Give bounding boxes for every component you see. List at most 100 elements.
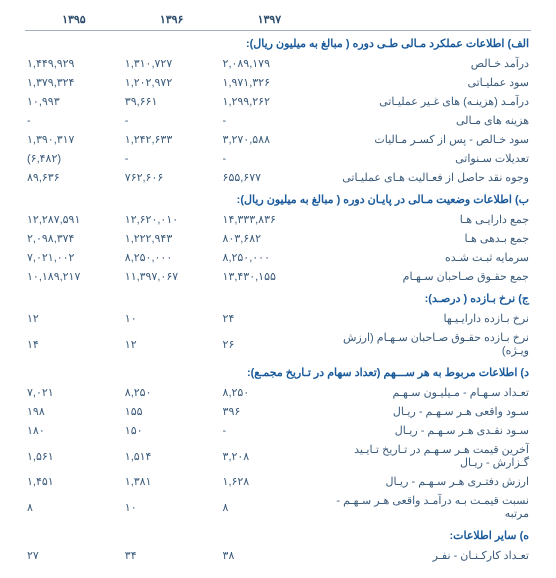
- cell-value: ۷,۰۲۱: [25, 383, 123, 402]
- table-row: تعدیلات سـنواتی--(۶,۴۸۲): [25, 149, 531, 168]
- row-label: درآمد خـالص: [318, 54, 531, 73]
- cell-value: ۱,۲۹۹,۲۶۲: [221, 92, 319, 111]
- cell-value: ۱۳,۴۳۰,۱۵۵: [221, 267, 319, 286]
- row-label: وجوه نقد حاصل از فعـالیت هـای عملیـاتی: [318, 168, 531, 187]
- cell-value: ۱,۵۶۱: [25, 440, 123, 472]
- table-row: سـود نقـدی هـر سـهـم - ریـال-۱۵۰۱۸۰: [25, 421, 531, 440]
- cell-value: -: [221, 421, 319, 440]
- section-title: ه) سایر اطلاعات:: [25, 523, 531, 546]
- cell-value: ۳۹,۶۶۱: [123, 92, 221, 111]
- cell-value: ۱,۳۹۰,۳۱۷: [25, 130, 123, 149]
- cell-value: ۱,۲۴۲,۶۳۳: [123, 130, 221, 149]
- cell-value: ۳,۲۷۰,۵۸۸: [221, 130, 319, 149]
- cell-value: ۱۰,۹۹۳: [25, 92, 123, 111]
- financial-table: ۱۳۹۷ ۱۳۹۶ ۱۳۹۵ الف) اطلاعات عملکرد مـالی…: [25, 10, 531, 565]
- table-row: آخرین قیمت هـر سـهـم در تـاریخ تـایـید گ…: [25, 440, 531, 472]
- cell-value: ۱۸۰: [25, 421, 123, 440]
- section-header: د) اطلاعات مربوط به هر ســـهم (تعداد سها…: [25, 360, 531, 383]
- cell-value: ۸: [221, 491, 319, 523]
- row-label: نرخ بـازده دارایـیـها: [318, 309, 531, 328]
- table-row: تعـداد سـهـام - مـیلیـون سـهـم۸,۲۵۰۸,۲۵۰…: [25, 383, 531, 402]
- cell-value: ۱۱,۳۹۷,۰۶۷: [123, 267, 221, 286]
- cell-value: ۸,۲۵۰: [123, 383, 221, 402]
- row-label: نرخ بـازده حقـوق صـاحبان سـهـام (ارزش وی…: [318, 328, 531, 360]
- cell-value: -: [221, 149, 319, 168]
- cell-value: ۱,۲۲۲,۹۴۳: [123, 229, 221, 248]
- table-row: درآمد خـالص۲,۰۸۹,۱۷۹۱,۳۱۰,۷۲۷۱,۴۴۹,۹۲۹: [25, 54, 531, 73]
- cell-value: ۱,۳۷۹,۳۲۴: [25, 73, 123, 92]
- cell-value: ۳۴: [123, 546, 221, 565]
- cell-value: ۱۰,۱۸۹,۲۱۷: [25, 267, 123, 286]
- header-label-blank: [318, 10, 531, 31]
- row-label: ارزش دفتـری هـر سـهـم - ریـال: [318, 472, 531, 491]
- cell-value: ۲,۰۹۸,۳۷۴: [25, 229, 123, 248]
- cell-value: ۱۵۵: [123, 402, 221, 421]
- table-row: وجوه نقد حاصل از فعـالیت هـای عملیـاتی۶۵…: [25, 168, 531, 187]
- table-row: نرخ بـازده دارایـیـها۲۴۱۰۱۲: [25, 309, 531, 328]
- header-1395: ۱۳۹۵: [25, 10, 123, 31]
- table-row: سود عملیـاتی۱,۹۷۱,۳۲۶۱,۲۰۲,۹۷۲۱,۳۷۹,۳۲۴: [25, 73, 531, 92]
- row-label: جمع دارایـی هـا: [318, 210, 531, 229]
- cell-value: ۱,۴۴۹,۹۲۹: [25, 54, 123, 73]
- cell-value: ۸۰۳,۶۸۲: [221, 229, 319, 248]
- section-title: ج) نرخ بـازده ( درصـد):: [25, 286, 531, 309]
- cell-value: ۸,۲۵۰,۰۰۰: [221, 248, 319, 267]
- cell-value: (۶,۴۸۲): [25, 149, 123, 168]
- cell-value: ۱۹۸: [25, 402, 123, 421]
- table-row: تعـداد کارکـنـان - نفـر۳۸۳۴۲۷: [25, 546, 531, 565]
- cell-value: ۱۲,۶۲۰,۰۱۰: [123, 210, 221, 229]
- cell-value: ۱۴,۳۳۳,۸۳۶: [221, 210, 319, 229]
- table-row: سـود واقعی هـر سـهـم - ریـال۳۹۶۱۵۵۱۹۸: [25, 402, 531, 421]
- header-row: ۱۳۹۷ ۱۳۹۶ ۱۳۹۵: [25, 10, 531, 31]
- section-title: ب) اطلاعات وضعیت مـالی در پایـان دوره ( …: [25, 187, 531, 210]
- cell-value: ۱۲: [25, 309, 123, 328]
- cell-value: ۷۶۲,۶۰۶: [123, 168, 221, 187]
- cell-value: ۱۰: [123, 491, 221, 523]
- table-row: جمع بـدهی هـا۸۰۳,۶۸۲۱,۲۲۲,۹۴۳۲,۰۹۸,۳۷۴: [25, 229, 531, 248]
- row-label: جمع حقـوق صـاحبان سـهـام: [318, 267, 531, 286]
- row-label: تعـداد سـهـام - مـیلیـون سـهـم: [318, 383, 531, 402]
- cell-value: ۱,۴۵۱: [25, 472, 123, 491]
- section-header: ب) اطلاعات وضعیت مـالی در پایـان دوره ( …: [25, 187, 531, 210]
- cell-value: -: [221, 111, 319, 130]
- cell-value: ۱,۲۰۲,۹۷۲: [123, 73, 221, 92]
- row-label: تعـداد کارکـنـان - نفـر: [318, 546, 531, 565]
- row-label: سود عملیـاتی: [318, 73, 531, 92]
- row-label: سـود نقـدی هـر سـهـم - ریـال: [318, 421, 531, 440]
- header-1397: ۱۳۹۷: [221, 10, 319, 31]
- table-row: نرخ بـازده حقـوق صـاحبان سـهـام (ارزش وی…: [25, 328, 531, 360]
- cell-value: ۳,۲۰۸: [221, 440, 319, 472]
- table-row: جمع دارایـی هـا۱۴,۳۳۳,۸۳۶۱۲,۶۲۰,۰۱۰۱۲,۲۸…: [25, 210, 531, 229]
- cell-value: ۲۶: [221, 328, 319, 360]
- cell-value: ۱,۳۸۱: [123, 472, 221, 491]
- row-label: تعدیلات سـنواتی: [318, 149, 531, 168]
- row-label: درآمـد (هزینـه) های غـیر عملیـاتی: [318, 92, 531, 111]
- cell-value: ۱۴: [25, 328, 123, 360]
- cell-value: ۲۴: [221, 309, 319, 328]
- cell-value: -: [123, 111, 221, 130]
- cell-value: ۲۷: [25, 546, 123, 565]
- row-label: جمع بـدهی هـا: [318, 229, 531, 248]
- cell-value: ۸۹,۶۳۶: [25, 168, 123, 187]
- row-label: سـود واقعی هـر سـهـم - ریـال: [318, 402, 531, 421]
- cell-value: ۶۵۵,۶۷۷: [221, 168, 319, 187]
- cell-value: ۱۲,۲۸۷,۵۹۱: [25, 210, 123, 229]
- header-1396: ۱۳۹۶: [123, 10, 221, 31]
- table-row: جمع حقـوق صـاحبان سـهـام۱۳,۴۳۰,۱۵۵۱۱,۳۹۷…: [25, 267, 531, 286]
- cell-value: ۸,۲۵۰: [221, 383, 319, 402]
- cell-value: ۲,۰۸۹,۱۷۹: [221, 54, 319, 73]
- cell-value: ۱۰: [123, 309, 221, 328]
- cell-value: ۸,۲۵۰,۰۰۰: [123, 248, 221, 267]
- cell-value: -: [25, 111, 123, 130]
- table-row: درآمـد (هزینـه) های غـیر عملیـاتی۱,۲۹۹,۲…: [25, 92, 531, 111]
- cell-value: ۱,۹۷۱,۳۲۶: [221, 73, 319, 92]
- cell-value: ۳۸: [221, 546, 319, 565]
- table-row: نسبت قیمـت بـه درآمـد واقعی هـر سـهـم - …: [25, 491, 531, 523]
- cell-value: ۸: [25, 491, 123, 523]
- section-title: الف) اطلاعات عملکرد مـالی طـی دوره ( مبا…: [25, 31, 531, 55]
- section-header: ه) سایر اطلاعات:: [25, 523, 531, 546]
- row-label: آخرین قیمت هـر سـهـم در تـاریخ تـایـید گ…: [318, 440, 531, 472]
- row-label: سرمایه ثبـت شـده: [318, 248, 531, 267]
- cell-value: ۱,۳۱۰,۷۲۷: [123, 54, 221, 73]
- cell-value: ۱۵۰: [123, 421, 221, 440]
